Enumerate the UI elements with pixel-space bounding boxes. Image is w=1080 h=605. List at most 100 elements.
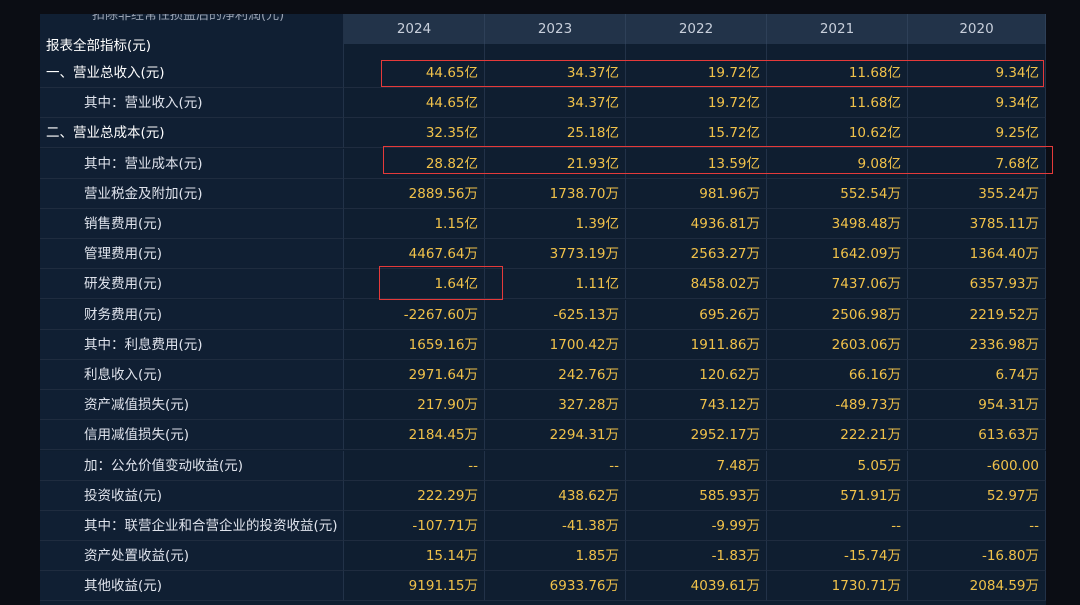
row-label: 加：公允价值变动收益(元) [84,457,244,474]
value-cell: -107.71万 [344,511,485,541]
value-cell: 21.93亿 [485,148,626,179]
value-cell: 11.68亿 [767,58,908,88]
row-label: 投资收益(元) [84,487,163,504]
row-label: 其他收益(元) [84,578,163,595]
value-cell: 6.74万 [908,360,1046,390]
year-header[interactable]: 2022 [626,14,767,44]
value-cell: 571.91万 [767,480,908,511]
value-cell: 1.15亿 [344,209,485,239]
row-label-cell: 利息收入(元) [40,360,344,390]
value-cell: 438.62万 [485,480,626,511]
row-label: 利息收入(元) [84,367,163,383]
table-row: 其他收益(元) 9191.15万 6933.76万 4039.61万 1730.71万 2… [40,571,1046,602]
value-cell: 2952.17万 [626,420,767,451]
value-cell: 7.68亿 [908,148,1046,179]
row-label-cell: 营业税金及附加(元) [40,178,344,209]
value-cell: 6357.93万 [908,269,1046,300]
row-label: 其中：营业成本(元) [84,155,203,172]
value-cell: 9191.15万 [344,571,485,602]
year-header[interactable]: 2021 [767,14,908,44]
year-header[interactable]: 2023 [485,14,626,44]
row-label-cell: 其中：利息费用(元) [40,329,344,360]
row-label: 其中：联营企业和合营企业的投资收益(元) [84,518,338,534]
value-cell: -625.13万 [485,299,626,330]
table-row: 财务费用(元) -2267.60万 -625.13万 695.26万 2506.98万 2… [40,299,1046,330]
value-cell: -600.00 [908,450,1046,481]
value-cell: -- [908,511,1046,541]
row-label-cell: 二、营业总成本(元) [40,118,344,149]
table-row: 其中：利息费用(元) 1659.16万 1700.42万 1911.86万 2603.0… [40,329,1046,360]
value-cell: 1.11亿 [485,269,626,300]
value-cell: 695.26万 [626,299,767,330]
row-label: 财务费用(元) [84,306,163,323]
row-label-cell: 其中：营业收入(元) [40,88,344,119]
table-row: 其中：营业成本(元) 28.82亿 21.93亿 13.59亿 9.08亿 7.68亿 [40,148,1046,179]
table-row: 研发费用(元) 1.64亿 1.11亿 8458.02万 7437.06万 6357.93… [40,269,1046,300]
value-cell: 552.54万 [767,178,908,209]
value-cell: -2267.60万 [344,299,485,330]
value-cell: -16.80万 [908,541,1046,572]
value-cell: -- [344,450,485,481]
table-row: 其中：联营企业和合营企业的投资收益(元) -107.71万 -41.38万 -9.99… [40,511,1046,541]
value-cell: 1642.09万 [767,239,908,270]
value-cell: 1730.71万 [767,571,908,602]
value-cell: 3785.11万 [908,209,1046,239]
value-cell: 981.96万 [626,178,767,209]
table-row: 管理费用(元) 4467.64万 3773.19万 2563.27万 1642.09万 1… [40,239,1046,270]
value-cell: 5.05万 [767,450,908,481]
value-cell: -489.73万 [767,390,908,421]
value-cell: 13.59亿 [626,148,767,179]
value-cell: 2219.52万 [908,299,1046,330]
value-cell: 1.39亿 [485,209,626,239]
header-label-cell: 扣除非经常性损益后的净利润(元) 报表全部指标(元) [40,14,344,58]
value-cell: 1700.42万 [485,329,626,360]
table-row: 资产处置收益(元) 15.14万 1.85万 -1.83万 -15.74万 -16.80万 [40,541,1046,572]
value-cell: 3498.48万 [767,209,908,239]
value-cell: 2184.45万 [344,420,485,451]
row-label: 营业税金及附加(元) [84,185,203,202]
table-row: 其中：营业收入(元) 44.65亿 34.37亿 19.72亿 11.68亿 9.34亿 [40,88,1046,119]
value-cell: 11.68亿 [767,88,908,119]
table-title: 报表全部指标(元) [46,38,152,54]
value-cell: -- [767,511,908,541]
value-cell: 19.72亿 [626,58,767,88]
year-header[interactable]: 2024 [344,14,485,44]
value-cell: 15.72亿 [626,118,767,149]
row-label-cell: 其他收益(元) [40,571,344,602]
value-cell: 613.63万 [908,420,1046,451]
row-label-cell: 其中：营业成本(元) [40,148,344,179]
value-cell: 19.72亿 [626,88,767,119]
table-row: 二、营业总成本(元) 32.35亿 25.18亿 15.72亿 10.62亿 9.25亿 [40,118,1046,149]
value-cell: 2336.98万 [908,329,1046,360]
row-label-cell: 管理费用(元) [40,239,344,270]
value-cell: 2084.59万 [908,571,1046,602]
value-cell: 44.65亿 [344,88,485,119]
row-label-cell: 一、营业总收入(元) [40,58,344,88]
value-cell: 1364.40万 [908,239,1046,270]
value-cell: 743.12万 [626,390,767,421]
row-label-cell: 投资收益(元) [40,480,344,511]
value-cell: 9.34亿 [908,58,1046,88]
row-label: 信用减值损失(元) [84,427,190,444]
table-row: 利息收入(元) 2971.64万 242.76万 120.62万 66.16万 6.74万 [40,360,1046,390]
year-header[interactable]: 2020 [908,14,1046,44]
value-cell: 44.65亿 [344,58,485,88]
value-cell: 120.62万 [626,360,767,390]
value-cell: 7437.06万 [767,269,908,300]
table-row: 营业税金及附加(元) 2889.56万 1738.70万 981.96万 552.54万… [40,178,1046,209]
value-cell: 327.28万 [485,390,626,421]
row-label-cell: 资产处置收益(元) [40,541,344,572]
table-row: 一、营业总收入(元) 44.65亿 34.37亿 19.72亿 11.68亿 9.34亿 [40,58,1046,88]
table-row: 销售费用(元) 1.15亿 1.39亿 4936.81万 3498.48万 3785.11… [40,209,1046,239]
value-cell: 9.34亿 [908,88,1046,119]
table-row: 信用减值损失(元) 2184.45万 2294.31万 2952.17万 222.21万… [40,420,1046,451]
value-cell: 1.64亿 [344,269,485,300]
table-row: 加：公允价值变动收益(元) -- -- 7.48万 5.05万 -600.00 [40,450,1046,481]
table-header: 扣除非经常性损益后的净利润(元) 报表全部指标(元) 2024 2023 202… [40,14,1046,58]
cut-off-title: 扣除非经常性损益后的净利润(元) [92,14,285,23]
value-cell: 15.14万 [344,541,485,572]
row-label-cell: 销售费用(元) [40,209,344,239]
row-label-cell: 研发费用(元) [40,269,344,300]
value-cell: 4467.64万 [344,239,485,270]
value-cell: 9.08亿 [767,148,908,179]
